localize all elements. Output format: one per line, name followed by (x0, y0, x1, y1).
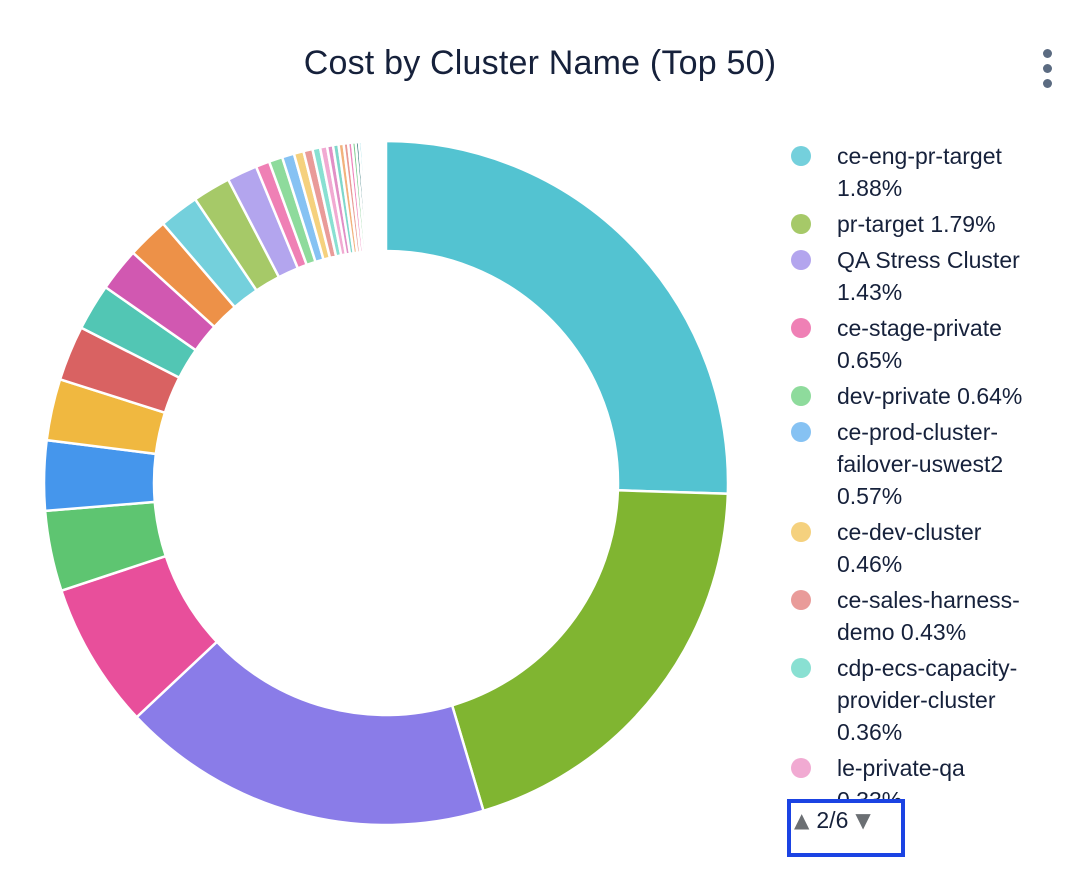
legend-swatch-icon (791, 386, 811, 406)
donut-chart (42, 139, 730, 827)
legend-item[interactable]: ce-dev-cluster 0.46% (791, 516, 1059, 580)
legend-item[interactable]: cdp-ecs-capacity-provider-cluster 0.36% (791, 652, 1059, 748)
legend-swatch-icon (791, 658, 811, 678)
donut-segment[interactable] (375, 139, 382, 253)
menu-dot (1043, 49, 1052, 58)
legend-swatch-icon (791, 422, 811, 442)
legend-label: dev-private 0.64% (837, 383, 1023, 409)
menu-dot (1043, 79, 1052, 88)
legend-swatch-icon (791, 590, 811, 610)
legend-item[interactable]: QA Stress Cluster 1.43% (791, 244, 1059, 308)
legend-label: ce-stage-private 0.65% (837, 315, 1002, 373)
legend-label: ce-eng-pr-target 1.88% (837, 143, 1002, 201)
legend-label: ce-prod-cluster-failover-uswest2 0.57% (837, 419, 1004, 509)
legend-label: cdp-ecs-capacity-provider-cluster 0.36% (837, 655, 1018, 745)
legend-label: ce-dev-cluster 0.46% (837, 519, 982, 577)
legend-item[interactable]: ce-sales-harness-demo 0.43% (791, 584, 1059, 648)
legend-label: pr-target 1.79% (837, 211, 996, 237)
legend-label: QA Stress Cluster 1.43% (837, 247, 1020, 305)
kebab-menu-icon[interactable] (1039, 45, 1056, 92)
page-indicator: 2/6 (816, 807, 849, 833)
legend-label: ce-sales-harness-demo 0.43% (837, 587, 1020, 645)
page-up-arrow[interactable]: ▲ (794, 808, 810, 832)
legend-pagination: ▲ 2/6 ▼ (787, 799, 905, 857)
donut-segment[interactable] (450, 488, 730, 813)
legend-swatch-icon (791, 146, 811, 166)
legend-item[interactable]: ce-stage-private 0.65% (791, 312, 1059, 376)
legend-swatch-icon (791, 250, 811, 270)
legend-swatch-icon (791, 214, 811, 234)
legend-item[interactable]: pr-target 1.79% (791, 208, 1059, 240)
legend-swatch-icon (791, 318, 811, 338)
legend-item[interactable]: ce-eng-pr-target 1.88% (791, 140, 1059, 204)
legend-item[interactable]: ce-prod-cluster-failover-uswest2 0.57% (791, 416, 1059, 512)
legend-swatch-icon (791, 758, 811, 778)
menu-dot (1043, 64, 1052, 73)
chart-title: Cost by Cluster Name (Top 50) (303, 44, 777, 82)
legend-swatch-icon (791, 522, 811, 542)
page-down-arrow[interactable]: ▼ (855, 808, 871, 832)
legend-item[interactable]: dev-private 0.64% (791, 380, 1059, 412)
legend: ce-eng-pr-target 1.88% pr-target 1.79% QA S… (791, 140, 1059, 820)
donut-segment[interactable] (384, 139, 730, 496)
